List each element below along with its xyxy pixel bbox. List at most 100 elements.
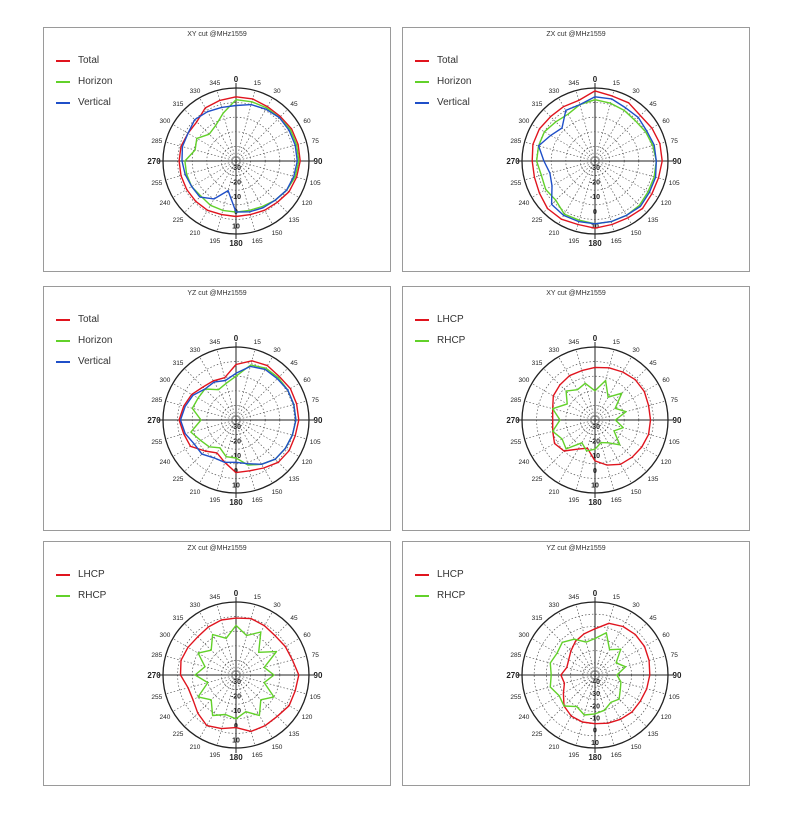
angle-tick-label: 180: [588, 239, 602, 248]
grid-spoke: [531, 638, 596, 676]
grid-spoke: [235, 623, 288, 676]
polar-chart: 0 15 30 45 60 75 90 105 120 135 150 165 180 195 210 225…: [147, 589, 323, 762]
angle-tick-label: 60: [303, 632, 311, 639]
grid-spoke: [235, 611, 273, 676]
grid-spoke: [594, 97, 632, 162]
angle-tick-label: 30: [273, 88, 281, 95]
grid-spoke: [235, 97, 273, 162]
grid-spoke: [165, 141, 237, 162]
angle-tick-label: 165: [252, 497, 263, 504]
angle-tick-label: 0: [234, 75, 239, 84]
angle-tick-label: 90: [673, 671, 682, 680]
legend-label: Vertical: [78, 97, 111, 108]
angle-tick-label: 45: [649, 360, 657, 367]
angle-tick-label: 135: [648, 731, 659, 738]
radial-tick-label: 10: [591, 482, 599, 489]
angle-tick-label: 105: [669, 180, 680, 187]
grid-spoke: [594, 419, 615, 491]
angle-tick-label: 165: [252, 238, 263, 245]
angle-tick-label: 105: [310, 439, 321, 446]
angle-tick-label: 180: [229, 498, 243, 507]
angle-tick-label: 0: [234, 589, 239, 598]
angle-tick-label: 75: [312, 652, 320, 659]
grid-spoke: [235, 160, 256, 232]
grid-spoke: [199, 674, 237, 739]
xy-cut-circular-panel: XY cut @MHz1559 0 15 30 45 60 75 90 105 120 135 150…: [402, 286, 750, 531]
angle-tick-label: 180: [588, 498, 602, 507]
angle-tick-label: 165: [611, 497, 622, 504]
angle-tick-label: 195: [568, 752, 579, 759]
grid-spoke: [594, 419, 632, 484]
angle-tick-label: 45: [290, 101, 298, 108]
grid-spoke: [558, 356, 596, 421]
angle-tick-label: 345: [568, 339, 579, 346]
grid-spoke: [216, 674, 237, 746]
grid-spoke: [594, 160, 647, 213]
chart-title: XY cut @MHz1559: [546, 290, 606, 297]
zx-cut-total-panel: ZX cut @MHz1559 0 15 30 45 60 75 90 105 120 135 150…: [402, 27, 750, 272]
angle-tick-label: 90: [673, 157, 682, 166]
angle-tick-label: 300: [160, 632, 171, 639]
grid-spoke: [594, 160, 615, 232]
angle-tick-label: 300: [519, 118, 530, 125]
grid-spoke: [235, 349, 256, 421]
series-trace-lhcp: [560, 622, 651, 725]
grid-spoke: [594, 349, 615, 421]
grid-spoke: [184, 160, 237, 213]
legend: Total Horizon Vertical: [56, 309, 112, 372]
legend-label: Total: [437, 55, 459, 66]
angle-tick-label: 180: [229, 239, 243, 248]
angle-tick-label: 150: [272, 489, 283, 496]
grid-spoke: [235, 638, 300, 676]
radial-tick-label: -40: [590, 679, 600, 686]
series-trace-horizon: [190, 364, 297, 466]
angle-tick-label: 180: [229, 753, 243, 762]
grid-spoke: [524, 160, 596, 181]
grid-spoke: [165, 655, 237, 676]
angle-tick-label: 105: [310, 180, 321, 187]
polar-chart: 0 15 30 45 60 75 90 105 120 135 150 165 180 195 210 225…: [506, 334, 682, 507]
angle-tick-label: 90: [314, 671, 323, 680]
angle-tick-label: 75: [312, 138, 320, 145]
angle-tick-label: 195: [568, 497, 579, 504]
grid-spoke: [235, 160, 273, 225]
grid-spoke: [594, 400, 666, 421]
polar-chart: 0 15 30 45 60 75 90 105 120 135 150 165 180 195 210 225…: [147, 75, 323, 248]
chart-title: YZ cut @MHz1559: [546, 545, 606, 552]
legend-label: RHCP: [78, 590, 107, 601]
angle-tick-label: 330: [549, 347, 560, 354]
legend-swatch: [415, 101, 429, 104]
angle-tick-label: 15: [613, 339, 621, 346]
angle-tick-label: 240: [519, 459, 530, 466]
grid-spoke: [235, 419, 288, 472]
radial-tick-label: -20: [590, 439, 600, 446]
series-trace-lhcp: [179, 617, 300, 733]
angle-tick-label: 90: [314, 416, 323, 425]
radial-tick-label: -10: [231, 194, 241, 201]
grid-spoke: [235, 674, 256, 746]
angle-tick-label: 225: [532, 476, 543, 483]
angle-tick-label: 315: [173, 360, 184, 367]
angle-tick-label: 345: [209, 80, 220, 87]
legend: LHCP RHCP: [56, 564, 106, 606]
angle-tick-label: 285: [151, 652, 162, 659]
angle-tick-label: 270: [506, 157, 520, 166]
series-trace-rhcp: [549, 631, 627, 716]
chart-title: YZ cut @MHz1559: [187, 290, 247, 297]
legend-item: Total: [415, 50, 471, 71]
polar-chart: 0 15 30 45 60 75 90 105 120 135 150 165 180 195 210 225…: [506, 589, 682, 762]
yz-cut-circular-panel: YZ cut @MHz1559 0 15 30 45 60 75 90 105 120 135 150…: [402, 541, 750, 786]
angle-tick-label: 300: [519, 377, 530, 384]
radial-tick-label: -20: [231, 180, 241, 187]
angle-tick-label: 195: [209, 238, 220, 245]
angle-tick-label: 135: [289, 476, 300, 483]
grid-spoke: [235, 124, 300, 162]
grid-spoke: [543, 623, 596, 676]
angle-tick-label: 300: [160, 118, 171, 125]
grid-spoke: [172, 638, 237, 676]
grid-spoke: [575, 419, 596, 491]
angle-tick-label: 330: [549, 602, 560, 609]
grid-spoke: [216, 604, 237, 676]
legend-swatch: [56, 360, 70, 363]
legend-swatch: [415, 573, 429, 576]
